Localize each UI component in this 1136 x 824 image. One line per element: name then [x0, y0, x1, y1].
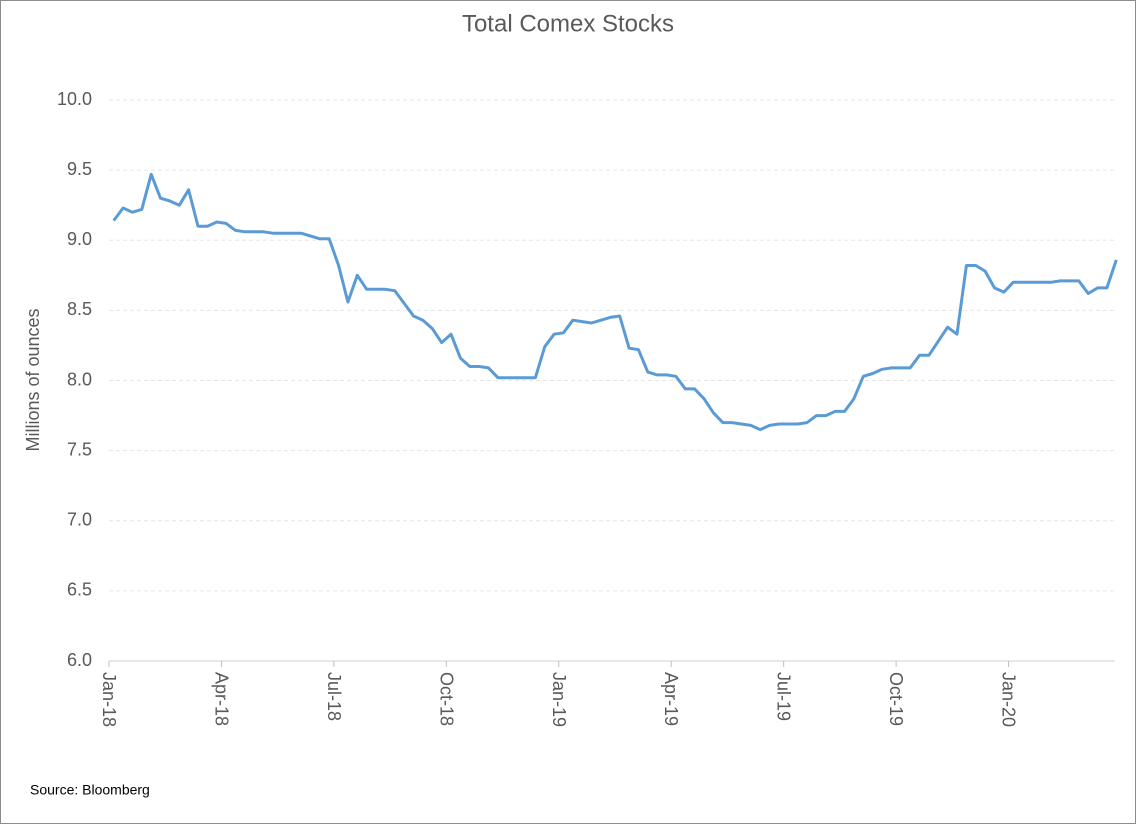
y-tick-label: 10.0 — [57, 89, 92, 109]
y-tick-label: 6.5 — [67, 580, 92, 600]
y-tick-label: 9.5 — [67, 159, 92, 179]
x-tick-label: Jan-20 — [999, 672, 1019, 727]
y-tick-label: 8.0 — [67, 369, 92, 389]
x-tick-label: Apr-19 — [661, 672, 681, 726]
y-tick-label: 7.0 — [67, 510, 92, 530]
y-tick-label: 7.5 — [67, 439, 92, 459]
x-tick-label: Oct-18 — [436, 672, 456, 726]
y-tick-label: 9.0 — [67, 229, 92, 249]
chart-title: Total Comex Stocks — [462, 10, 674, 37]
x-tick-label: Apr-18 — [211, 672, 231, 726]
y-tick-label: 8.5 — [67, 299, 92, 319]
x-tick-label: Jul-18 — [324, 672, 344, 721]
x-tick-label: Jan-18 — [99, 672, 119, 727]
data-line — [112, 172, 1118, 432]
x-tick-label: Jul-19 — [774, 672, 794, 721]
y-tick-label: 6.0 — [67, 650, 92, 670]
x-tick-label: Jan-19 — [549, 672, 569, 727]
y-axis-label: Millions of ounces — [23, 308, 43, 451]
source-note: Source: Bloomberg — [30, 782, 150, 798]
x-tick-label: Oct-19 — [886, 672, 906, 726]
